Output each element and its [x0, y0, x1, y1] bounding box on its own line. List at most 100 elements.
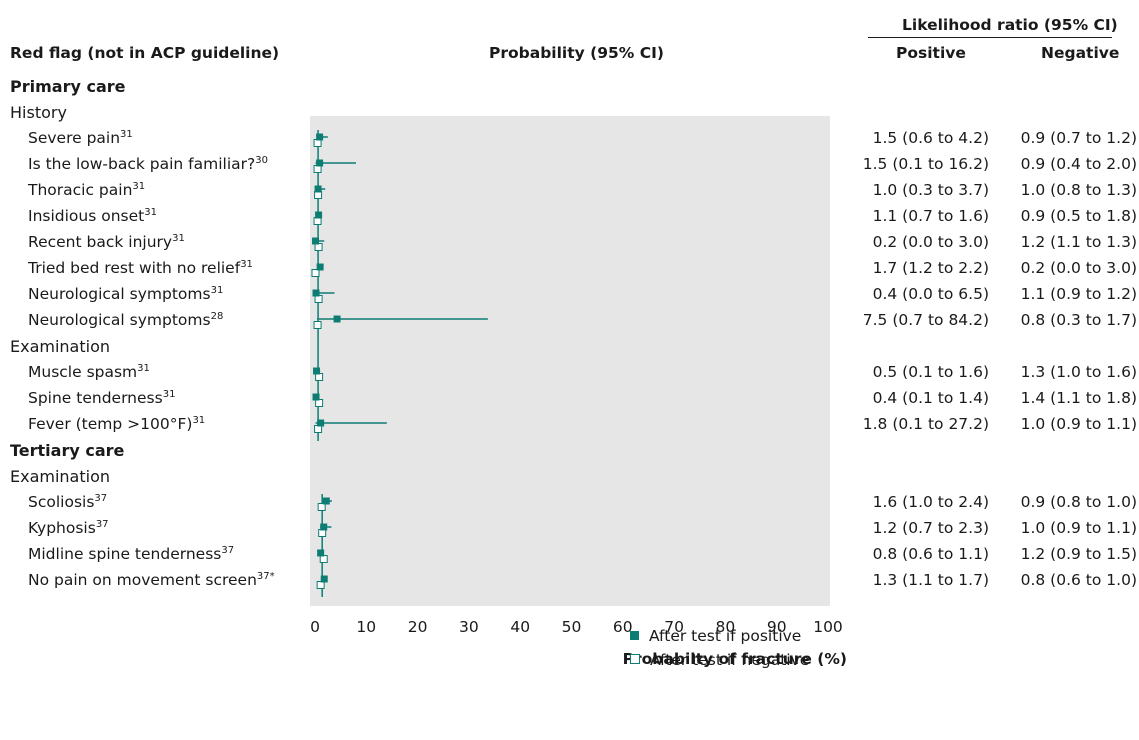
lr-positive-value: 1.5 (0.6 to 4.2)	[872, 129, 989, 147]
lr-negative-value: 1.0 (0.8 to 1.3)	[1020, 181, 1137, 199]
negative-marker	[318, 529, 327, 537]
positive-column-header: Positive	[896, 44, 966, 62]
lr-negative-value: 1.1 (0.9 to 1.2)	[1020, 285, 1137, 303]
negative-marker	[317, 503, 326, 511]
row-label: Tried bed rest with no relief31	[28, 259, 253, 277]
x-tick-label: 30	[459, 618, 479, 636]
row-name: Neurological symptoms	[28, 285, 211, 304]
negative-marker	[314, 425, 323, 433]
likelihood-ratio-header: Likelihood ratio (95% CI)	[902, 16, 1118, 34]
likelihood-ratio-divider	[868, 37, 1112, 38]
row-label: Fever (temp >100°F)31	[28, 415, 205, 433]
legend-negative: After test if negative	[630, 651, 809, 671]
lr-positive-value: 0.4 (0.0 to 6.5)	[872, 285, 989, 303]
lr-negative-value: 1.0 (0.9 to 1.1)	[1020, 415, 1137, 433]
reference-number: 28	[210, 311, 224, 322]
reference-number: 37	[95, 519, 109, 530]
positive-marker	[320, 575, 328, 583]
row-name: Spine tenderness	[28, 389, 163, 408]
row-label: Muscle spasm31	[28, 363, 150, 381]
negative-marker	[314, 295, 323, 303]
lr-negative-value: 1.0 (0.9 to 1.1)	[1020, 519, 1137, 537]
row-label: Is the low-back pain familiar?30	[28, 155, 268, 173]
row-label: Severe pain31	[28, 129, 133, 147]
positive-marker	[322, 497, 330, 505]
lr-negative-value: 0.2 (0.0 to 3.0)	[1020, 259, 1137, 277]
negative-column-header: Negative	[1041, 44, 1120, 62]
row-name: Recent back injury	[28, 233, 173, 252]
reference-number: 31	[132, 181, 146, 192]
positive-marker	[333, 315, 341, 323]
negative-marker	[311, 269, 320, 277]
x-tick-label: 90	[767, 618, 787, 636]
negative-marker	[313, 165, 322, 173]
lr-positive-value: 1.8 (0.1 to 27.2)	[862, 415, 989, 433]
row-label: Spine tenderness31	[28, 389, 175, 407]
x-tick-label: 0	[310, 618, 320, 636]
negative-marker	[314, 191, 323, 199]
row-label: Scoliosis37	[28, 493, 107, 511]
negative-marker	[313, 139, 322, 147]
lr-positive-value: 1.1 (0.7 to 1.6)	[872, 207, 989, 225]
x-axis-title: Probabilty of fracture (%)	[623, 650, 847, 668]
negative-marker	[314, 243, 323, 251]
reference-number: 37*	[256, 571, 275, 582]
lr-positive-value: 1.6 (1.0 to 2.4)	[872, 493, 989, 511]
legend-positive: After test if positive	[630, 627, 801, 647]
x-tick-label: 10	[356, 618, 376, 636]
row-label: Recent back injury31	[28, 233, 185, 251]
x-tick-label: 70	[664, 618, 684, 636]
lr-negative-value: 1.3 (1.0 to 1.6)	[1020, 363, 1137, 381]
lr-negative-value: 0.8 (0.3 to 1.7)	[1020, 311, 1137, 329]
positive-marker	[312, 289, 320, 297]
group-label: Examination	[10, 467, 111, 486]
row-label: Neurological symptoms31	[28, 285, 223, 303]
row-name: Fever (temp >100°F)	[28, 415, 193, 434]
lr-negative-value: 0.8 (0.6 to 1.0)	[1020, 571, 1137, 589]
red-flag-column-header: Red flag (not in ACP guideline)	[10, 44, 280, 62]
row-name: Severe pain	[28, 129, 121, 148]
x-tick-label: 100	[813, 618, 843, 636]
legend-positive-label: After test if positive	[649, 627, 802, 645]
lr-positive-value: 0.8 (0.6 to 1.1)	[872, 545, 989, 563]
lr-negative-value: 0.9 (0.7 to 1.2)	[1020, 129, 1137, 147]
lr-negative-value: 0.9 (0.8 to 1.0)	[1020, 493, 1137, 511]
negative-marker	[316, 581, 325, 589]
row-label: No pain on movement screen37*	[28, 571, 275, 589]
lr-negative-value: 1.2 (0.9 to 1.5)	[1020, 545, 1137, 563]
row-label: Midline spine tenderness37	[28, 545, 234, 563]
row-name: Tried bed rest with no relief	[28, 259, 241, 278]
positive-marker	[320, 523, 328, 531]
row-name: Insidious onset	[28, 207, 145, 226]
x-tick-label: 20	[408, 618, 428, 636]
lr-positive-value: 1.7 (1.2 to 2.2)	[872, 259, 989, 277]
reference-number: 37	[94, 493, 108, 504]
lr-positive-value: 1.3 (1.1 to 1.7)	[872, 571, 989, 589]
reference-number: 31	[144, 207, 157, 218]
row-name: Neurological symptoms	[28, 311, 211, 330]
row-label: Thoracic pain31	[28, 181, 145, 199]
reference-number: 31	[162, 389, 176, 400]
positive-marker	[314, 185, 322, 193]
positive-marker	[312, 237, 320, 245]
reference-number: 31	[192, 415, 206, 426]
positive-marker	[316, 263, 324, 271]
section-label: Tertiary care	[10, 441, 125, 460]
reference-number: 31	[172, 233, 185, 244]
lr-positive-value: 0.4 (0.1 to 1.4)	[872, 389, 989, 407]
negative-marker	[319, 555, 328, 563]
negative-marker	[315, 373, 324, 381]
x-tick-label: 40	[510, 618, 530, 636]
x-tick-label: 50	[562, 618, 582, 636]
row-name: Is the low-back pain familiar?	[28, 155, 256, 174]
lr-positive-value: 1.5 (0.1 to 16.2)	[862, 155, 989, 173]
reference-number: 31	[137, 363, 150, 374]
positive-marker	[313, 367, 321, 375]
lr-negative-value: 0.9 (0.5 to 1.8)	[1020, 207, 1137, 225]
lr-positive-value: 1.2 (0.7 to 2.3)	[872, 519, 989, 537]
row-name: No pain on movement screen	[28, 571, 257, 590]
lr-positive-value: 1.0 (0.3 to 3.7)	[872, 181, 989, 199]
row-name: Kyphosis	[28, 519, 96, 538]
group-label: History	[10, 103, 67, 122]
